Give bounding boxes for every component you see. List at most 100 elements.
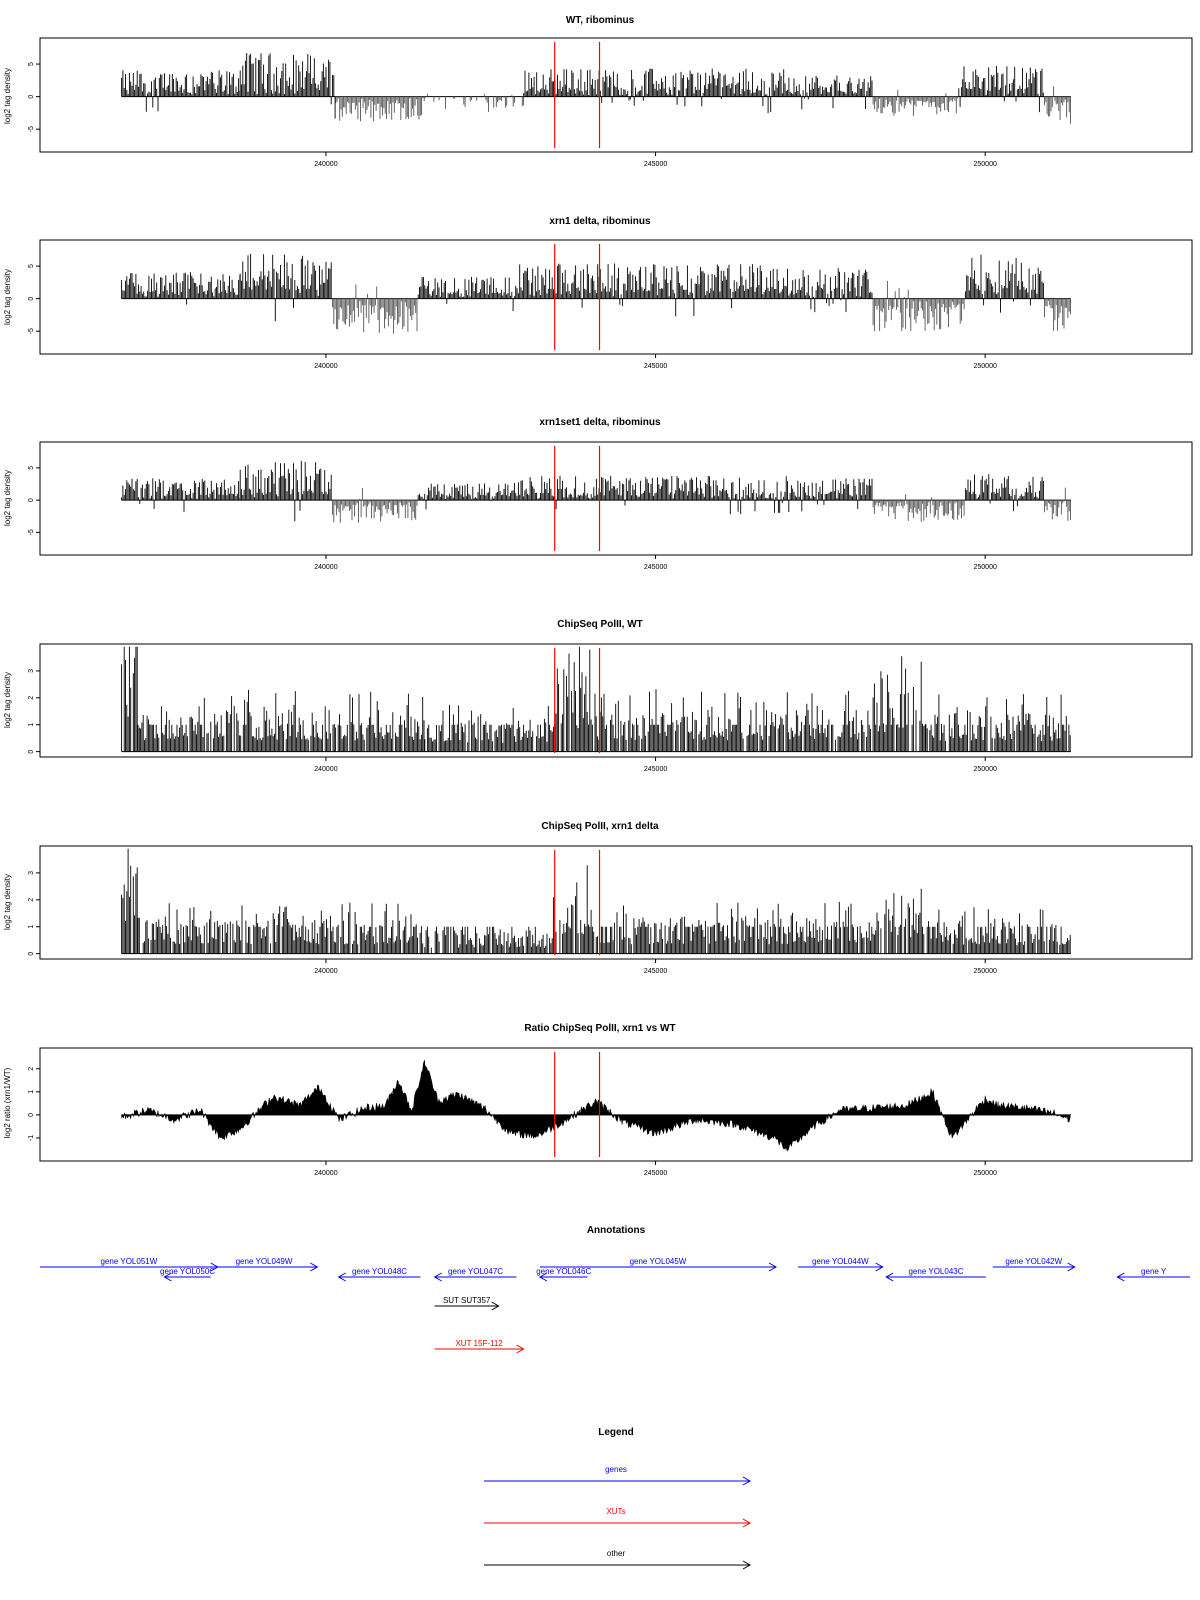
arrow-head-icon xyxy=(885,1272,894,1282)
density-region xyxy=(137,689,425,752)
y-axis-label-chipseq-wt: log2 tag density xyxy=(3,672,12,728)
density-bars xyxy=(926,907,1071,954)
arrow-head-icon xyxy=(742,1560,752,1570)
density-region xyxy=(424,704,553,752)
legend-item-genes: genes xyxy=(484,1465,752,1486)
density-region xyxy=(872,656,926,752)
feature-gene-yol047c: gene YOL047C xyxy=(433,1267,517,1282)
density-region xyxy=(332,284,418,334)
plot-frame xyxy=(39,239,1193,355)
density-region xyxy=(417,483,518,510)
density-bars xyxy=(239,460,332,522)
density-region xyxy=(872,494,965,522)
density-bars xyxy=(137,902,424,954)
density-region xyxy=(121,848,138,954)
legend-item-xuts: XUTs xyxy=(484,1507,752,1528)
legend-label: genes xyxy=(605,1465,627,1474)
x-tick-label: 245000 xyxy=(644,968,667,975)
density-bars xyxy=(552,646,596,752)
density-region xyxy=(872,90,959,116)
y-tick-label: 1 xyxy=(28,723,35,727)
density-region xyxy=(925,694,1071,752)
y-tick-label: 3 xyxy=(28,871,35,875)
x-tick-label: 240000 xyxy=(314,161,337,168)
density-region xyxy=(239,460,332,522)
density-bars xyxy=(964,254,1044,313)
x-tick-label: 250000 xyxy=(974,1170,997,1177)
feature-label: gene YOL048C xyxy=(352,1267,407,1276)
panel-title-xrn1: xrn1 delta, ribominus xyxy=(549,216,651,227)
panel-title-ratio: Ratio ChipSeq PolII, xrn1 vs WT xyxy=(524,1023,675,1034)
panel-title-xrn1set1: xrn1set1 delta, ribominus xyxy=(539,417,661,428)
density-bars xyxy=(793,268,873,313)
panel-wt: WT, ribominus log2 tag density 5 0 -5 24000… xyxy=(3,15,1193,168)
y-tick-label: 5 xyxy=(28,466,35,470)
feature-label: gene YOL043C xyxy=(908,1267,963,1276)
plot-area-wt: 5 0 -5 240000 245000 250000 xyxy=(28,37,1193,168)
y-tick-label: 2 xyxy=(28,898,35,902)
y-tick-label: 1 xyxy=(28,1090,35,1094)
arrow-head-icon xyxy=(875,1262,884,1272)
x-tick-label: 245000 xyxy=(644,1170,667,1177)
density-bars xyxy=(1044,298,1071,331)
density-bars xyxy=(424,926,553,954)
arrow-head-icon xyxy=(538,1272,548,1282)
density-region xyxy=(595,689,871,752)
arrow-head-icon xyxy=(337,1272,346,1282)
plot-frame xyxy=(39,643,1193,758)
density-region xyxy=(239,53,336,119)
density-bars xyxy=(417,276,518,312)
density-region xyxy=(523,68,794,114)
density-bars xyxy=(552,865,595,954)
density-bars xyxy=(595,689,871,752)
y-axis-label-wt: log2 tag density xyxy=(3,68,12,124)
feature-gene-yol050c: gene YOL050C xyxy=(160,1267,215,1282)
feature-label: gene YOL047C xyxy=(448,1267,503,1276)
density-region xyxy=(424,926,553,954)
feature-gene-yol048c: gene YOL048C xyxy=(337,1267,421,1282)
density-region xyxy=(516,263,794,317)
x-tick-label: 250000 xyxy=(974,564,997,571)
x-tick-label: 245000 xyxy=(644,766,667,773)
arrow-head-icon xyxy=(742,1518,752,1528)
panel-chipseq-wt: ChipSeq PolII, WT log2 tag density 3 2 1 0 2… xyxy=(3,619,1193,773)
x-tick-label: 250000 xyxy=(974,766,997,773)
x-tick-label: 245000 xyxy=(644,161,667,168)
feature-label: gene YOL045W xyxy=(630,1257,687,1266)
panel-ratio: Ratio ChipSeq PolII, xrn1 vs WT log2 rat… xyxy=(3,1023,1193,1177)
density-bars xyxy=(872,494,965,522)
feature-label: gene YOL042W xyxy=(1005,1257,1062,1266)
feature-sut-sut357: SUT SUT357 xyxy=(434,1296,500,1311)
density-region xyxy=(417,276,518,312)
density-bars xyxy=(872,656,926,752)
density-region xyxy=(1044,487,1071,521)
density-region xyxy=(552,865,595,954)
panel-xrn1set1: xrn1set1 delta, ribominus log2 tag densi… xyxy=(3,417,1193,571)
feature-label: gene YOL051W xyxy=(100,1257,157,1266)
density-bars xyxy=(516,263,794,317)
density-bars xyxy=(872,281,965,332)
arrow-head-icon xyxy=(310,1262,319,1272)
arrow-head-icon xyxy=(433,1272,442,1282)
density-region xyxy=(121,70,241,112)
feature-label: gene YOL050C xyxy=(160,1267,215,1276)
plot-area-ratio: 2 1 0 -1 240000 245000 250000 xyxy=(28,1047,1193,1177)
density-region xyxy=(332,487,418,523)
legend-items: genes XUTs other xyxy=(484,1465,752,1570)
density-region xyxy=(964,474,1044,512)
density-bars xyxy=(239,53,336,119)
feature-gene-yol044w: gene YOL044W xyxy=(798,1257,884,1272)
density-bars xyxy=(121,478,241,512)
density-bars xyxy=(1044,487,1071,521)
density-bars xyxy=(335,96,425,122)
y-tick-label: 0 xyxy=(28,952,35,956)
panel-chipseq-xrn1: ChipSeq PolII, xrn1 delta log2 tag densi… xyxy=(3,821,1193,975)
x-tick-label: 240000 xyxy=(314,968,337,975)
feature-label: gene YOL046C xyxy=(536,1267,591,1276)
y-tick-label: 2 xyxy=(28,696,35,700)
density-bars xyxy=(137,689,425,752)
density-bars xyxy=(332,284,418,334)
legend: Legend genes XUTs other xyxy=(484,1427,752,1570)
y-axis-label-ratio: log2 ratio (xrn1/WT) xyxy=(3,1067,12,1138)
